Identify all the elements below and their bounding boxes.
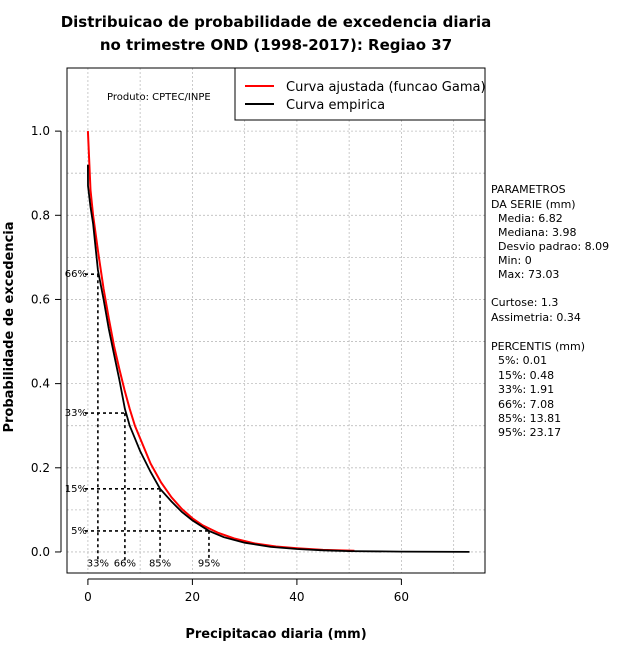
param-desvio: Desvio padrao: 8.09	[498, 240, 609, 253]
legend: Curva ajustada (funcao Gama) Curva empir…	[234, 67, 486, 121]
percentile-y-label: 5%	[71, 526, 87, 537]
plot-frame	[66, 67, 486, 574]
percentil-33: 33%: 1.91	[498, 383, 554, 396]
percentil-15: 15%: 0.48	[498, 369, 554, 382]
param-media: Media: 6.82	[498, 212, 563, 225]
y-axis: 0.0 0.2 0.4 0.6 0.8 1.0	[31, 124, 62, 559]
percentil-85: 85%: 13.81	[498, 412, 561, 425]
y-tick-label: 0.2	[31, 461, 50, 475]
percentile-markers: 5% 95% 15% 85% 33% 66% 66% 33%	[65, 269, 220, 569]
param-mediana: Mediana: 3.98	[498, 226, 576, 239]
side-panel: PARAMETROS DA SERIE (mm) Media: 6.82 Med…	[491, 183, 609, 439]
x-tick-label: 40	[289, 590, 304, 604]
series-lines	[86, 131, 470, 553]
percentile-y-label: 33%	[65, 408, 87, 419]
legend-label-fitted: Curva ajustada (funcao Gama)	[286, 80, 486, 95]
percentis-title: PERCENTIS (mm)	[491, 340, 585, 353]
percentile-x-label: 85%	[149, 559, 171, 570]
percentil-95: 95%: 23.17	[498, 426, 561, 439]
param-min: Min: 0	[498, 254, 532, 267]
chart-subtitle: no trimestre OND (1998-2017): Regiao 37	[100, 36, 452, 54]
x-tick-label: 60	[394, 590, 409, 604]
product-annotation: Produto: CPTEC/INPE	[107, 92, 211, 103]
params-title-2: DA SERIE (mm)	[491, 198, 576, 211]
y-axis-label: Probabilidade de excedencia	[2, 221, 17, 432]
grid	[67, 68, 485, 573]
x-axis: 0 20 40 60	[84, 578, 409, 604]
y-tick-label: 0.6	[31, 292, 50, 306]
x-tick-label: 20	[185, 590, 200, 604]
y-tick-label: 1.0	[31, 124, 50, 138]
param-max: Max: 73.03	[498, 268, 559, 281]
legend-box	[234, 67, 486, 121]
x-axis-label: Precipitacao diaria (mm)	[185, 627, 366, 642]
series-line-fitted	[86, 131, 355, 552]
y-tick-label: 0.0	[31, 545, 50, 559]
y-tick-label: 0.4	[31, 377, 50, 391]
params-title-1: PARAMETROS	[491, 183, 566, 196]
percentil-66: 66%: 7.08	[498, 398, 554, 411]
legend-label-empirical: Curva empirica	[286, 98, 385, 113]
y-tick-label: 0.8	[31, 208, 50, 222]
percentil-5: 5%: 0.01	[498, 354, 547, 367]
percentile-x-label: 33%	[87, 559, 109, 570]
series-line-empirical	[87, 164, 470, 553]
percentile-x-label: 95%	[198, 559, 220, 570]
chart-title: Distribuicao de probabilidade de exceden…	[61, 13, 492, 31]
percentile-y-label: 15%	[65, 484, 87, 495]
x-tick-label: 0	[84, 590, 92, 604]
param-assimetria: Assimetria: 0.34	[491, 311, 581, 324]
percentile-y-label: 66%	[65, 269, 87, 280]
param-curtose: Curtose: 1.3	[491, 296, 558, 309]
percentile-x-label: 66%	[114, 559, 136, 570]
